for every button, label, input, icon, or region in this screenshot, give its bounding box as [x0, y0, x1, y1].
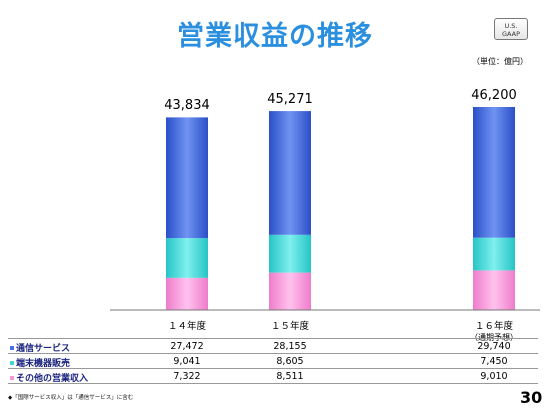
total-label: 46,200 — [471, 88, 517, 103]
legend-text: その他の営業収入 — [16, 374, 89, 384]
bar-segment-other-2 — [473, 270, 515, 310]
bar-segment-other-1 — [269, 272, 311, 310]
footnote: ◆「国際サービス収入」は「通信サービス」に含む — [8, 395, 134, 401]
total-label: 45,271 — [267, 92, 313, 108]
legend-swatch — [10, 345, 14, 350]
page-title: 営業収益の推移 — [177, 21, 373, 52]
table-rule — [8, 338, 538, 339]
table-cell: 9,010 — [480, 371, 508, 382]
bar-segment-device-1 — [269, 234, 311, 273]
table-cell: 8,605 — [276, 356, 304, 367]
bar-group — [166, 107, 515, 310]
us-gaap-badge: U.S. GAAP — [494, 18, 528, 40]
table-rule — [8, 368, 538, 369]
bar-segment-communication-1 — [269, 111, 311, 235]
table-cell: 27,472 — [170, 341, 204, 352]
category-label: １５年度 — [250, 318, 330, 332]
legend-text: 端末機器販売 — [16, 359, 71, 369]
table-cell: 29,740 — [477, 341, 511, 352]
legend-swatch — [10, 375, 14, 380]
unit-label: （単位：億円） — [472, 57, 528, 66]
table-cell: 9,041 — [173, 356, 201, 367]
category-name: １４年度 — [167, 321, 206, 332]
legend-row-label: 端末機器販売 — [10, 356, 70, 369]
category-name: １６年度 — [474, 321, 513, 332]
table-cell: 8,511 — [276, 371, 304, 382]
bar-segment-device-0 — [166, 238, 208, 278]
table-cell: 7,450 — [480, 356, 508, 367]
legend-row-label: 通信サービス — [10, 341, 70, 354]
bar-segment-communication-2 — [473, 107, 515, 238]
badge-line1: U.S. — [504, 22, 518, 30]
category-name: １５年度 — [270, 321, 309, 332]
legend-text: 通信サービス — [16, 344, 71, 354]
bar-segment-other-0 — [166, 277, 208, 310]
total-label: 43,834 — [164, 98, 210, 114]
legend-row-label: その他の営業収入 — [10, 371, 88, 384]
bar-segment-communication-0 — [166, 117, 208, 239]
category-label: １４年度 — [147, 318, 227, 332]
table-rule — [8, 383, 538, 384]
bar-segment-device-2 — [473, 237, 515, 271]
category-label: １６年度（通期予想） — [454, 318, 534, 343]
page-number: 30 — [520, 388, 543, 407]
category-note: （通期予想） — [454, 332, 534, 343]
table-cell: 28,155 — [273, 341, 307, 352]
badge-line2: GAAP — [501, 30, 521, 38]
table-rule — [8, 353, 538, 354]
legend-swatch — [10, 360, 14, 365]
table-cell: 7,322 — [173, 371, 201, 382]
